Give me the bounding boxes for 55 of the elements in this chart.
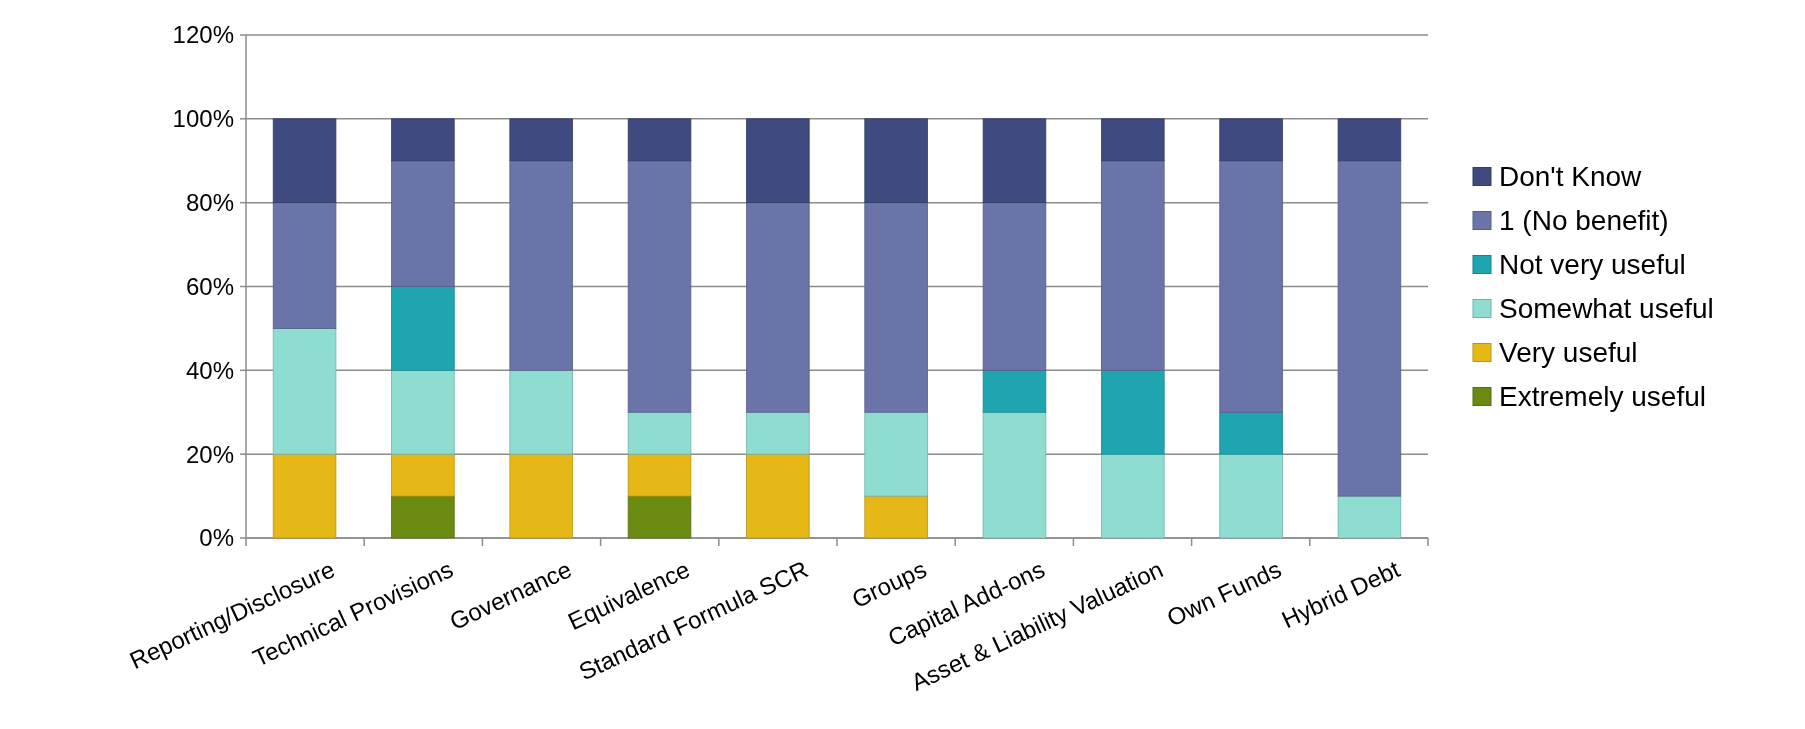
y-tick-label: 20%: [185, 440, 234, 468]
bar: [864, 411, 928, 497]
bar: [1337, 160, 1402, 497]
bar: [627, 453, 692, 497]
bar: [864, 118, 928, 204]
bar: [627, 118, 692, 162]
bar: [509, 118, 573, 162]
y-tick-label: 40%: [185, 356, 234, 384]
legend-label: Don't Know: [1499, 161, 1643, 193]
bar: [627, 495, 692, 539]
bar: [1101, 369, 1165, 455]
bar: [746, 118, 810, 204]
bar: [272, 202, 337, 329]
y-tick-label: 0%: [199, 524, 234, 552]
bar: [509, 369, 573, 455]
bar: [391, 118, 455, 162]
legend-label: Somewhat useful: [1499, 293, 1714, 325]
bar: [1219, 411, 1283, 455]
legend-label: Not very useful: [1499, 249, 1686, 281]
bar: [1101, 453, 1165, 539]
bar: [391, 160, 455, 287]
bar: [1219, 453, 1283, 539]
bar: [746, 453, 810, 539]
bar: [272, 453, 337, 539]
bar: [272, 118, 337, 204]
bar: [1101, 118, 1165, 162]
bar: [627, 411, 692, 455]
legend-label: Very useful: [1499, 337, 1638, 369]
bar: [1337, 118, 1402, 162]
bar: [391, 369, 455, 455]
bar: [746, 202, 810, 413]
legend-label: 1 (No benefit): [1499, 205, 1669, 237]
bar: [1101, 160, 1165, 371]
y-tick-label: 80%: [185, 189, 234, 217]
bar: [391, 495, 455, 539]
bar: [509, 453, 573, 539]
bar: [982, 118, 1047, 204]
bar: [982, 369, 1047, 413]
legend-label: Extremely useful: [1499, 381, 1706, 413]
bar: [1337, 495, 1402, 539]
bar: [509, 160, 573, 371]
y-tick-label: 60%: [185, 272, 234, 300]
bar: [391, 286, 455, 371]
bar: [391, 453, 455, 497]
bar: [864, 495, 928, 539]
bar: [746, 411, 810, 455]
bar: [864, 202, 928, 413]
bar: [1219, 118, 1283, 162]
bar: [1219, 160, 1283, 413]
y-tick-label: 100%: [172, 105, 234, 133]
bar: [627, 160, 692, 413]
bar: [272, 328, 337, 455]
y-tick-label: 120%: [172, 21, 234, 49]
bar: [982, 202, 1047, 371]
bar: [982, 411, 1047, 539]
